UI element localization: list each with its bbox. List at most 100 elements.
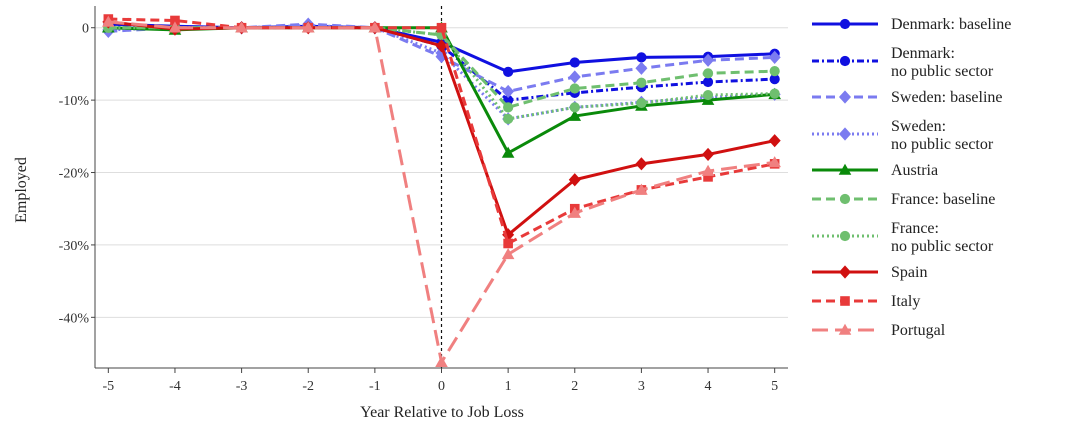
data-point <box>568 173 581 187</box>
data-point <box>436 22 447 33</box>
legend-label: France: baseline <box>891 191 995 208</box>
data-point <box>503 102 514 113</box>
legend-marker <box>839 265 851 279</box>
legend-item-2: Denmark:no public sector <box>812 45 994 80</box>
legend-label: no public sector <box>891 136 994 153</box>
legend-item-6: France: baseline <box>812 191 995 208</box>
data-point <box>503 113 514 125</box>
legend-label: Denmark: baseline <box>891 16 1011 33</box>
x-tick-label: 5 <box>771 379 778 394</box>
x-tick-label: -5 <box>102 379 114 394</box>
x-tick-label: 0 <box>438 379 445 394</box>
data-point <box>768 156 781 168</box>
legend-label: no public sector <box>891 63 994 80</box>
legend-item-3: Sweden: baseline <box>812 89 1003 106</box>
data-point <box>568 206 582 218</box>
data-point <box>235 21 248 33</box>
legend-item-5: Austria <box>812 162 938 179</box>
data-point <box>768 134 781 148</box>
data-point <box>102 15 115 27</box>
y-tick-label: 0 <box>82 22 89 37</box>
data-point <box>769 66 780 77</box>
legend-item-7: France:no public sector <box>812 220 994 255</box>
legend-item-8: Spain <box>812 264 927 281</box>
x-tick-label: -1 <box>369 379 381 394</box>
legend-label: Sweden: baseline <box>891 89 1003 106</box>
legend-marker <box>839 127 851 141</box>
data-point <box>636 52 647 63</box>
x-tick-label: 3 <box>638 379 645 394</box>
legend-item-1: Denmark: baseline <box>812 16 1011 33</box>
data-point <box>568 70 581 84</box>
x-tick-label: 2 <box>571 379 578 394</box>
gridlines <box>95 27 788 318</box>
legend-label: no public sector <box>891 238 994 255</box>
y-tick-label: -10% <box>59 94 90 109</box>
legend-marker <box>838 163 852 175</box>
data-point <box>502 84 515 99</box>
y-tick-label: -30% <box>59 239 90 254</box>
legend-marker <box>839 18 851 30</box>
y-axis-title: Employed <box>13 157 30 223</box>
data-point <box>635 157 648 171</box>
legend-item-9: Italy <box>812 293 920 310</box>
legend-marker <box>839 90 851 104</box>
x-tick-label: -3 <box>236 379 248 394</box>
x-tick-label: 4 <box>705 379 712 394</box>
legend-label: Italy <box>891 293 920 310</box>
series-group <box>102 14 781 368</box>
legend-item-4: Sweden:no public sector <box>812 118 994 153</box>
data-point <box>768 50 781 65</box>
data-point <box>635 61 648 75</box>
data-point <box>501 146 515 158</box>
data-point <box>435 39 448 53</box>
data-point <box>702 53 715 67</box>
legend-label: Denmark: <box>891 45 955 62</box>
legend-label: Portugal <box>891 322 946 339</box>
legend-label: Sweden: <box>891 118 946 135</box>
x-tick-label: -2 <box>302 379 314 394</box>
legend-label: Austria <box>891 162 938 179</box>
data-point <box>435 355 448 368</box>
data-point <box>702 147 715 162</box>
legend-marker <box>839 55 851 67</box>
data-point <box>168 21 182 33</box>
legend-label: Spain <box>891 264 927 281</box>
data-point <box>703 172 713 182</box>
data-point <box>501 248 515 260</box>
x-tick-label: -4 <box>169 379 181 394</box>
data-point <box>636 97 647 109</box>
data-point <box>368 21 382 33</box>
data-point <box>569 83 580 94</box>
series-10 <box>102 15 781 368</box>
legend-marker <box>840 296 850 306</box>
data-point <box>702 76 714 88</box>
data-point <box>702 68 714 79</box>
data-point <box>769 74 780 85</box>
data-point <box>568 109 582 121</box>
legend-item-10: Portugal <box>812 322 946 339</box>
data-point <box>503 238 513 249</box>
axes: 0 -10% -20% -30% -40% -5 -4 -3 -2 -1 0 1 2 3 4 5 <box>59 6 788 394</box>
data-point <box>301 21 315 33</box>
series-line <box>108 26 775 109</box>
data-point <box>701 164 715 176</box>
data-point <box>503 66 514 77</box>
x-axis-title: Year Relative to Job Loss <box>360 404 524 421</box>
data-point <box>635 183 648 195</box>
x-tick-label: 1 <box>505 379 512 394</box>
data-point <box>769 88 780 99</box>
y-tick-label: -40% <box>59 311 90 326</box>
data-point <box>569 102 580 113</box>
legend-label: France: <box>891 220 939 237</box>
legend-marker <box>839 230 851 242</box>
legend-marker <box>839 193 851 205</box>
data-point <box>170 15 180 26</box>
y-tick-label: -20% <box>59 167 90 182</box>
data-point <box>569 57 580 68</box>
data-point <box>702 89 714 101</box>
legend-marker <box>838 323 852 335</box>
data-point <box>636 77 647 88</box>
